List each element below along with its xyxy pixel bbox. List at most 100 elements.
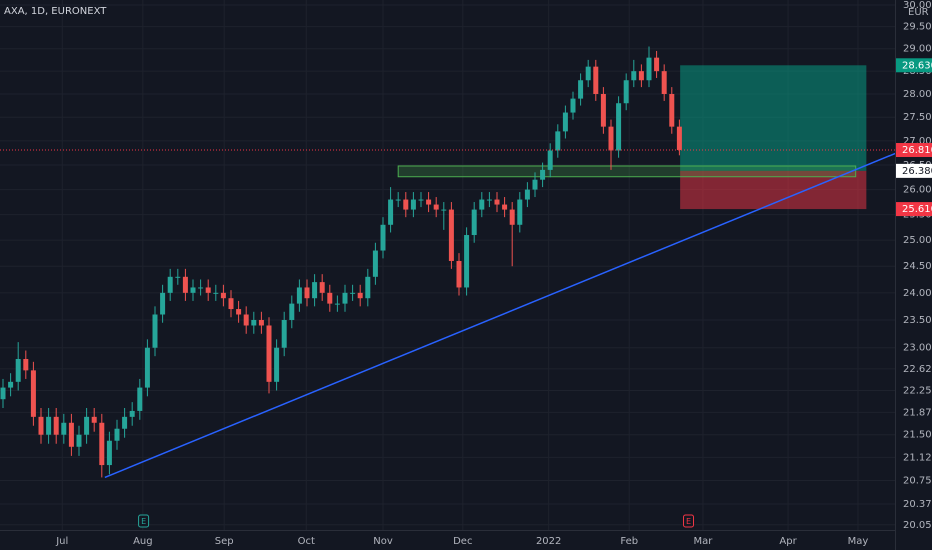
candle-body (76, 434, 82, 447)
candle-body (46, 416, 52, 435)
candle-body (281, 319, 287, 348)
candle-body (266, 325, 272, 382)
x-tick-label: Apr (779, 536, 797, 547)
candle-body (547, 150, 553, 170)
axes: 30.00029.50029.00028.50028.00027.50027.0… (55, 0, 932, 547)
y-tick-label: 27.500 (903, 112, 932, 123)
y-tick-label: 30.000 (903, 0, 932, 11)
x-tick-label: Sep (215, 536, 234, 547)
y-tick-label: 28.000 (903, 89, 932, 100)
target-zone (680, 65, 867, 171)
candle-body (502, 204, 508, 210)
candle-body (243, 314, 249, 326)
price-label: 26.810 (902, 145, 932, 156)
candle-body (213, 292, 219, 294)
candle-body (106, 440, 112, 466)
candle-body (312, 282, 318, 299)
y-tick-label: 23.500 (903, 315, 932, 326)
candle-body (144, 347, 150, 388)
y-tick-label: 20.375 (903, 499, 932, 510)
candle-body (357, 292, 363, 299)
candle-body (669, 93, 675, 127)
candle-body (388, 199, 394, 225)
price-label: 26.380 (902, 166, 932, 177)
candle-body (8, 381, 14, 388)
candle-body (220, 292, 226, 299)
x-tick-label: Oct (298, 536, 315, 547)
candle-body (160, 292, 166, 315)
candle-body (540, 169, 546, 180)
candle-body (137, 387, 143, 411)
candle-body (0, 387, 6, 400)
y-tick-label: 22.625 (903, 364, 932, 375)
candle-body (403, 199, 409, 210)
y-tick-label: 27.000 (903, 136, 932, 147)
candle-body (509, 209, 515, 225)
price-label-box (896, 163, 932, 178)
candle-body (296, 287, 302, 304)
candle-body (122, 416, 128, 429)
x-tick-label: Dec (453, 536, 472, 547)
candle-body (319, 282, 325, 293)
candle-body (274, 347, 280, 382)
candle-body (342, 292, 348, 304)
candle-body (167, 276, 173, 293)
support-zone (397, 165, 857, 178)
candle-body (84, 416, 90, 435)
y-tick-label: 20.750 (903, 476, 932, 487)
x-tick-label: 2022 (536, 536, 561, 547)
candle-body (129, 410, 135, 417)
x-tick-label: Aug (133, 536, 153, 547)
event-label: E (141, 517, 146, 526)
candle-body (350, 292, 356, 294)
candle-body (623, 80, 629, 104)
y-tick-label: 29.500 (903, 22, 932, 33)
y-tick-label: 21.125 (903, 452, 932, 463)
x-tick-label: Nov (373, 536, 393, 547)
candle-body (616, 103, 622, 151)
candle-body (661, 71, 667, 94)
candle-body (228, 298, 234, 310)
candle-body (205, 287, 211, 293)
candle-body (190, 287, 196, 293)
candle-body (464, 235, 470, 288)
candle-body (152, 314, 158, 348)
x-tick-label: Jul (55, 536, 68, 547)
candle-body (53, 416, 59, 435)
candle-body (327, 292, 333, 304)
candle-body (23, 358, 29, 371)
y-tick-label: 21.500 (903, 430, 932, 441)
candle-body (631, 71, 637, 81)
candle-body (532, 179, 538, 190)
candle-body (304, 287, 310, 299)
candle-body (570, 98, 576, 113)
candle-body (365, 276, 371, 299)
candle-body (30, 370, 36, 417)
candle-body (289, 303, 295, 320)
candle-body (479, 199, 485, 210)
candle-body (448, 209, 454, 261)
candle-body (555, 131, 561, 151)
candle-body (15, 358, 21, 382)
x-tick-label: Feb (620, 536, 638, 547)
candle-body (494, 199, 500, 205)
y-tick-label: 20.050 (903, 520, 932, 531)
candle-body (524, 189, 530, 200)
y-tick-label: 26.000 (903, 185, 932, 196)
trendline (104, 152, 895, 479)
candle-body (608, 126, 614, 151)
candle-body (61, 422, 67, 435)
candle-body (395, 199, 401, 201)
candle-body (418, 199, 424, 201)
candle-body (517, 199, 523, 225)
y-tick-label: 21.875 (903, 407, 932, 418)
chart-title: AXA, 1D, EURONEXT (4, 6, 107, 17)
candle-body (175, 276, 181, 278)
x-tick-label: May (848, 536, 869, 547)
candle-body (593, 66, 599, 94)
y-tick-label: 24.500 (903, 261, 932, 272)
price-label-box (896, 202, 932, 217)
candle-body (456, 260, 462, 288)
